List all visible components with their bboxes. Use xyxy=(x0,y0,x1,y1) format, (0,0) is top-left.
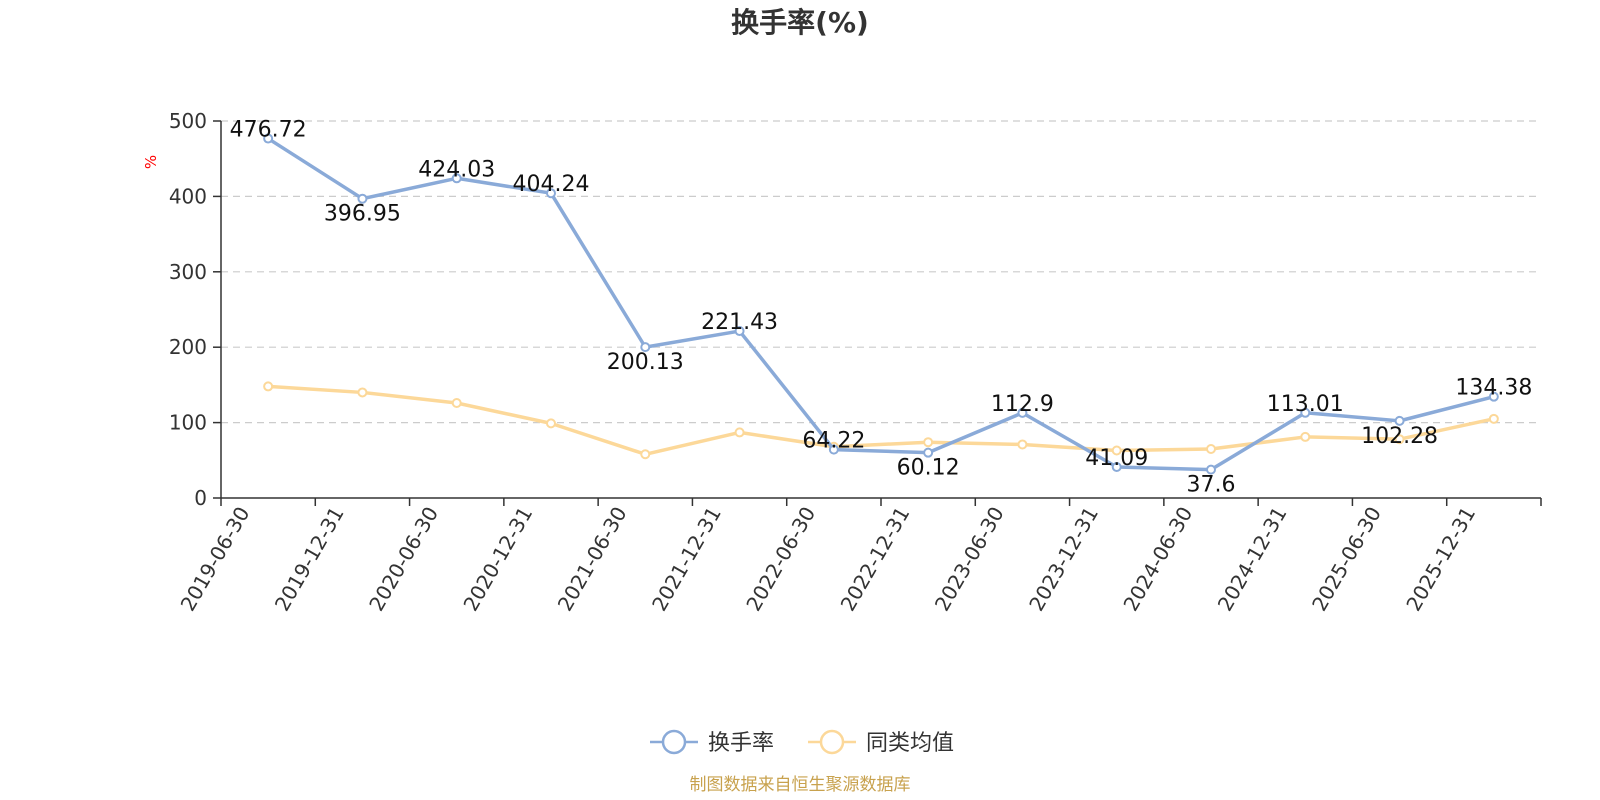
data-label: 37.6 xyxy=(1187,473,1236,498)
legend-item[interactable]: 换手率 xyxy=(650,729,774,756)
x-tick-label: 2019-06-30 xyxy=(176,503,255,616)
data-label: 200.13 xyxy=(607,350,684,375)
x-tick-label: 2022-12-31 xyxy=(836,502,915,615)
data-point[interactable] xyxy=(263,133,274,144)
data-label: 476.72 xyxy=(230,118,307,143)
data-label: 102.28 xyxy=(1361,424,1438,449)
data-point[interactable] xyxy=(923,437,934,448)
x-tick-label: 2025-12-31 xyxy=(1401,503,1480,616)
data-point[interactable] xyxy=(451,397,462,408)
legend[interactable]: 换手率 同类均值 xyxy=(650,729,954,756)
data-point[interactable] xyxy=(1206,464,1216,475)
y-tick-label: 400 xyxy=(169,184,207,208)
chart-title: 换手率(%) xyxy=(731,6,869,39)
data-label: 112.9 xyxy=(991,392,1054,417)
y-tick-label: 200 xyxy=(169,335,207,359)
source-note: 制图数据来自恒生聚源数据库 xyxy=(690,775,911,795)
data-point[interactable] xyxy=(451,173,462,184)
data-label: 134.38 xyxy=(1455,376,1532,401)
y-tick-label: 500 xyxy=(169,109,207,133)
legend-label: 换手率 xyxy=(708,731,774,756)
x-tick-label: 2023-12-31 xyxy=(1024,503,1103,616)
series-line-1 xyxy=(268,384,1495,457)
data-point[interactable] xyxy=(1488,391,1499,402)
series-lines xyxy=(263,133,1499,475)
data-label: 60.12 xyxy=(897,456,960,481)
legend-marker-icon xyxy=(819,729,845,755)
x-tick-label: 2021-12-31 xyxy=(647,503,726,616)
data-point[interactable] xyxy=(1488,413,1499,424)
x-tick-label: 2019-12-31 xyxy=(270,503,349,616)
x-tick-label: 2025-06-30 xyxy=(1307,503,1386,616)
y-tick-label: 0 xyxy=(194,486,207,510)
x-tick-label: 2021-06-30 xyxy=(553,503,632,616)
data-point[interactable] xyxy=(357,193,368,204)
data-labels: 476.72 396.95 424.03 404.24 200.13 221.43 64.2… xyxy=(230,118,1533,498)
data-point[interactable] xyxy=(1017,439,1028,450)
data-point[interactable] xyxy=(263,381,274,392)
legend-marker-icon xyxy=(661,729,687,755)
data-point[interactable] xyxy=(1017,407,1028,418)
data-point[interactable] xyxy=(1206,443,1216,454)
data-point[interactable] xyxy=(1300,407,1311,418)
data-point[interactable] xyxy=(640,449,651,460)
data-label: 64.22 xyxy=(802,429,865,454)
data-label: 221.43 xyxy=(701,310,778,335)
x-tick-label: 2022-06-30 xyxy=(741,503,820,616)
data-point[interactable] xyxy=(1111,445,1122,456)
data-point[interactable] xyxy=(734,326,745,337)
data-point[interactable] xyxy=(546,418,556,429)
x-tick-label: 2024-06-30 xyxy=(1118,503,1197,616)
data-point[interactable] xyxy=(828,444,839,455)
data-point[interactable] xyxy=(640,342,651,353)
data-point[interactable] xyxy=(546,188,556,199)
data-point[interactable] xyxy=(1394,415,1405,426)
data-point[interactable] xyxy=(357,387,368,398)
data-point[interactable] xyxy=(923,447,934,458)
grid-lines xyxy=(221,120,1541,424)
data-label: 41.09 xyxy=(1085,446,1148,471)
data-point[interactable] xyxy=(1111,462,1122,473)
x-tick-label: 2020-12-31 xyxy=(458,503,537,616)
y-tick-label: 300 xyxy=(169,260,207,284)
data-label: 424.03 xyxy=(418,157,495,182)
data-point[interactable] xyxy=(1394,434,1405,445)
data-point[interactable] xyxy=(1300,431,1311,442)
y-axis-label: % xyxy=(142,155,160,169)
y-tick-label: 100 xyxy=(169,411,207,435)
data-point[interactable] xyxy=(734,427,745,438)
series-line-0 xyxy=(267,137,1495,472)
legend-label: 同类均值 xyxy=(866,731,954,756)
x-tick-label: 2023-06-30 xyxy=(930,503,1009,616)
x-tick-label: 2024-12-31 xyxy=(1213,503,1292,616)
x-tick-label: 2020-06-30 xyxy=(364,503,443,616)
legend-item[interactable]: 同类均值 xyxy=(808,729,954,756)
data-label: 404.24 xyxy=(513,172,590,197)
data-label: 396.95 xyxy=(324,202,401,227)
data-label: 113.01 xyxy=(1267,392,1344,417)
